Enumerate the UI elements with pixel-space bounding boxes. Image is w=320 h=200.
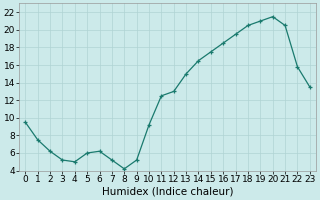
X-axis label: Humidex (Indice chaleur): Humidex (Indice chaleur) [102, 187, 233, 197]
